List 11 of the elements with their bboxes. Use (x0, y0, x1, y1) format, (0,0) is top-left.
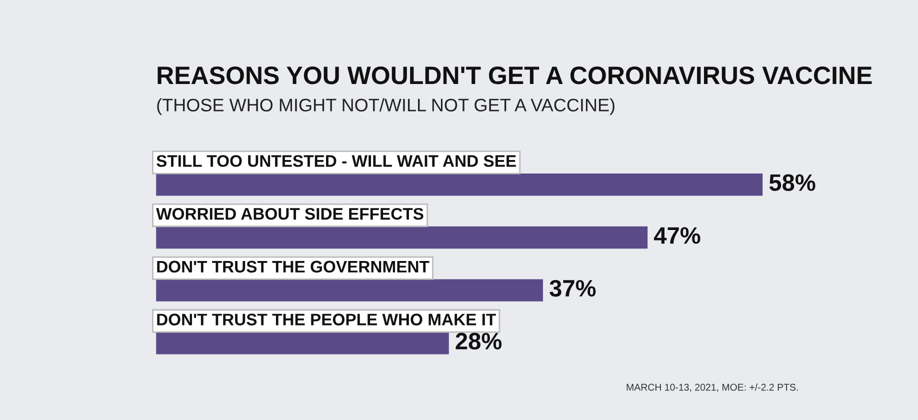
chart-title: REASONS YOU WOULDN'T GET A CORONAVIRUS VACCINE (158, 66, 872, 84)
y-tick-label: STILL TOO UNTESTED - WILL WAIT AND SEE (156, 155, 516, 167)
chart-subtitle: (THOSE WHO MIGHT NOT/WILL NOT GET A VACCINE) (157, 98, 614, 116)
data-label: 28% (456, 332, 502, 350)
y-tick-label: DON'T TRUST THE GOVERNMENT (157, 260, 430, 273)
y-tick-label: DON'T TRUST THE PEOPLE WHO MAKE IT (157, 314, 496, 326)
y-tick-label: WORRIED ABOUT SIDE EFFECTS (156, 208, 424, 220)
text: MARCH 10-13, 2021, MOE: +/-2.2 PTS. (626, 384, 798, 392)
data-label: 58% (769, 174, 816, 191)
data-label: 47% (654, 227, 700, 244)
data-label: 37% (550, 280, 596, 297)
